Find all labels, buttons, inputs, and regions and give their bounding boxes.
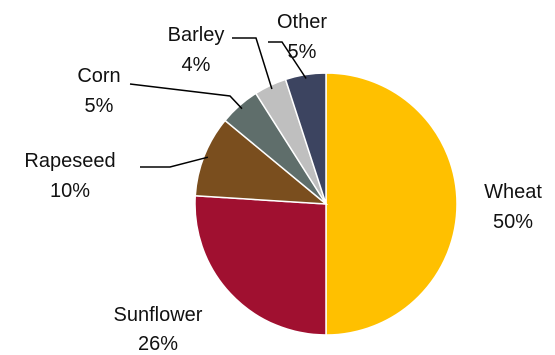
pie-slice-rapeseed (194, 119, 329, 205)
slice-percent: 50% (493, 211, 533, 233)
leader-line-rapeseed (140, 156, 209, 168)
pie-slice-wheat (325, 72, 458, 336)
leader-line-corn (129, 83, 243, 110)
slice-name: Rapeseed (24, 150, 115, 172)
pie-slice-sunflower (194, 194, 327, 336)
slice-name: Barley (168, 24, 225, 46)
slice-percent: 4% (182, 54, 211, 76)
pie-slices (194, 72, 458, 336)
slice-label-rapeseed: Rapeseed 10% (24, 150, 115, 202)
slice-percent: 5% (288, 41, 317, 63)
slice-name: Wheat (484, 181, 542, 203)
slice-percent: 10% (50, 180, 90, 202)
slice-label-wheat: Wheat 50% (484, 181, 542, 233)
slice-label-sunflower: Sunflower 26% (114, 304, 203, 355)
slice-label-barley: Barley 4% (168, 24, 225, 76)
slice-name: Sunflower (114, 304, 203, 326)
leader-lines (129, 37, 307, 168)
slice-label-corn: Corn 5% (77, 65, 120, 117)
slice-label-other: Other 5% (277, 11, 327, 63)
slice-percent: 26% (138, 333, 178, 355)
slice-percent: 5% (85, 95, 114, 117)
slice-name: Corn (77, 65, 120, 87)
pie-slice-other (284, 72, 327, 205)
leader-line-barley (232, 37, 273, 90)
slice-name: Other (277, 11, 327, 33)
leader-line-other (268, 41, 307, 79)
